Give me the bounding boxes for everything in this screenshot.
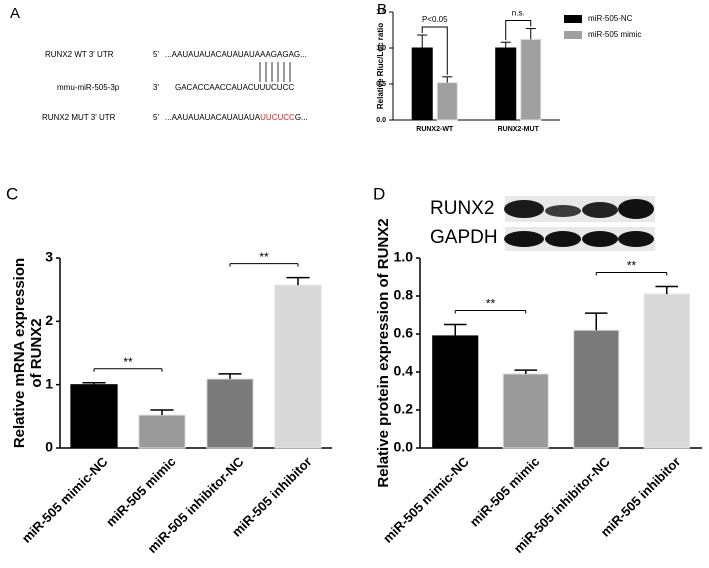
bar — [436, 82, 458, 121]
blot-label: GAPDH — [430, 227, 498, 248]
x-tick-label: RUNX2-WT — [416, 126, 454, 133]
y-tick-label: 3 — [45, 249, 53, 265]
y-tick-label: 2 — [45, 312, 53, 328]
significance-label: ** — [123, 355, 133, 369]
panel-label: C — [6, 184, 18, 203]
seq: GACACCAACCAUACUUUCUCC — [175, 83, 294, 92]
seq: ...AAUAUAUACAUAUAUAUUCUCCG... — [165, 113, 308, 122]
y-tick-label: 0.4 — [394, 363, 414, 379]
y-tick-label: 0 — [45, 439, 53, 455]
seq-prime: 5' — [153, 113, 159, 122]
legend-label: miR-505 mimic — [588, 30, 641, 39]
legend-swatch — [564, 15, 582, 23]
seq-name: mmu-miR-505-3p — [57, 83, 120, 92]
y-tick-label: 0.0 — [376, 117, 386, 124]
seq-prime: 5' — [153, 50, 159, 59]
bar — [643, 293, 690, 449]
panel-label: A — [10, 5, 20, 22]
bar — [520, 38, 542, 121]
y-axis-label: Relative Rluc/Luc ratio — [376, 23, 385, 109]
y-tick-label: 0.0 — [394, 439, 414, 455]
y-tick-label: 1.0 — [376, 45, 386, 52]
x-tick-label: miR-505 mimic-NC — [380, 454, 472, 546]
y-tick-label: 0.8 — [394, 287, 414, 303]
western-blot: RUNX2 GAPDH — [430, 196, 655, 251]
x-tick-label: miR-505 mimic — [103, 454, 178, 529]
bar — [432, 335, 479, 449]
y-tick-label: 0.5 — [376, 81, 386, 88]
significance-label: n.s. — [512, 9, 525, 18]
bar — [573, 329, 620, 449]
blot-label: RUNX2 — [430, 198, 494, 219]
seq-part: ...AAUAUAUACAUAUAUA — [165, 113, 261, 122]
bar — [502, 373, 549, 449]
y-tick-label: 1 — [45, 375, 53, 391]
y-tick-label: 1.0 — [394, 249, 414, 265]
x-tick-label: RUNX2-MUT — [498, 126, 540, 133]
seq-name: RUNX2 MUT 3' UTR — [42, 113, 116, 122]
sequence-panel: RUNX2 WT 3' UTR 5' ...AAUAUAUACAUAUAUAAA… — [42, 50, 308, 122]
pairing-lines — [259, 62, 291, 82]
x-tick-label: miR-505 mimic-NC — [19, 454, 111, 546]
significance-label: P<0.05 — [422, 15, 448, 24]
legend-swatch — [564, 31, 582, 39]
y-axis-label: Relative protein expression of RUNX2 — [375, 218, 392, 487]
y-axis-label: Relative mRNA expression — [11, 258, 28, 448]
panel-label: B — [377, 1, 387, 18]
significance-label: ** — [627, 259, 637, 273]
y-tick-label: 0.6 — [394, 325, 414, 341]
bar — [495, 47, 517, 121]
bar — [411, 47, 433, 121]
bar — [206, 378, 254, 449]
significance-bracket — [421, 26, 448, 75]
seq-prime: 3' — [153, 83, 159, 92]
bar — [70, 384, 118, 449]
significance-bracket — [505, 20, 532, 41]
seq-part: G... — [295, 113, 308, 122]
significance-label: ** — [259, 250, 269, 264]
seq-mutation: UUCUCC — [260, 113, 295, 122]
significance-label: ** — [486, 297, 496, 311]
y-tick-label: 0.2 — [394, 401, 414, 417]
x-tick-label: miR-505 mimic — [467, 454, 542, 529]
bar — [274, 284, 322, 449]
y-axis-label: of RUNX2 — [28, 318, 45, 387]
seq: ...AAUAUAUACAUAUAUAAAGAGAG... — [165, 50, 307, 59]
panel-label: D — [373, 184, 385, 203]
legend-label: miR-505-NC — [588, 14, 633, 23]
bar — [138, 414, 186, 449]
y-tick-label: 1.5 — [376, 9, 386, 16]
seq-name: RUNX2 WT 3' UTR — [45, 50, 114, 59]
